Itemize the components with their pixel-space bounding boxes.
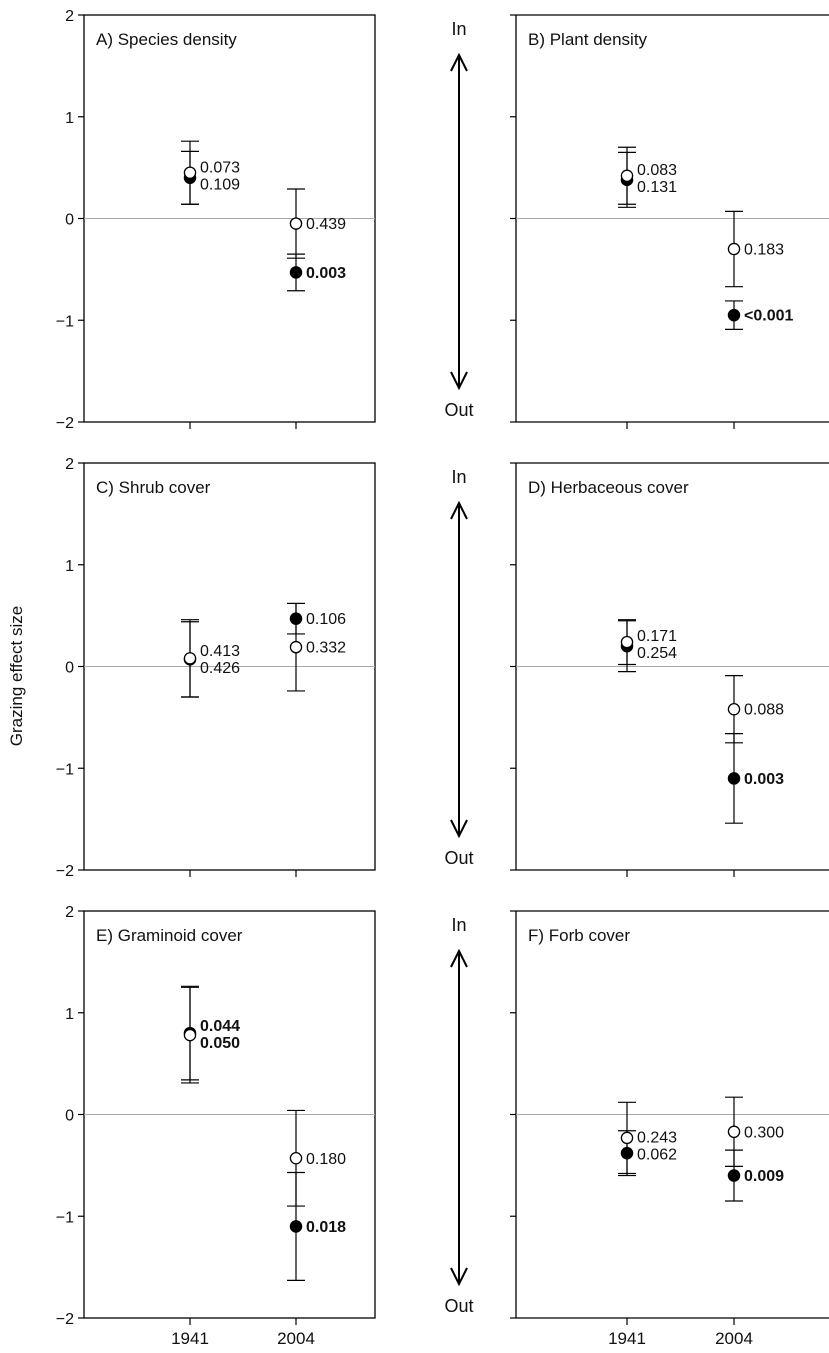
y-tick-label: −1 [56, 313, 74, 330]
arrow-label-in: In [451, 19, 466, 39]
y-tick-label: −1 [56, 761, 74, 778]
marker-open [289, 217, 303, 230]
marker-open [620, 169, 634, 183]
y-tick-label: −2 [56, 863, 74, 880]
p-value-label: 0.413 [200, 643, 240, 660]
marker-open [183, 652, 197, 665]
x-tick-labels: 1941 2004 1941 2004 [171, 1329, 753, 1348]
p-value-label: 0.003 [306, 265, 346, 282]
arrow-label-out: Out [444, 400, 473, 420]
panel-title: E) Graminoid cover [96, 926, 243, 945]
p-value-label: 0.439 [306, 216, 346, 233]
p-value-label: 0.131 [637, 179, 677, 196]
direction-arrows: In Out In Out In Out [444, 19, 473, 1316]
panel-title: F) Forb cover [528, 926, 630, 945]
arrow-head-down [450, 371, 468, 391]
panel-title: B) Plant density [528, 30, 648, 49]
arrow-1: In Out [444, 19, 473, 420]
p-value-label: 0.426 [200, 660, 240, 677]
p-value-label: 0.003 [744, 771, 784, 788]
p-value-label: 0.332 [306, 640, 346, 657]
arrow-label-in: In [451, 467, 466, 487]
x-tick-label: 2004 [277, 1329, 315, 1348]
p-value-label: 0.062 [637, 1147, 677, 1164]
y-tick-label: 2 [65, 904, 74, 921]
panel-title: C) Shrub cover [96, 478, 211, 497]
marker-open [727, 702, 741, 716]
y-tick-label: 0 [65, 660, 74, 677]
x-tick-label: 1941 [608, 1329, 646, 1348]
y-axis-label: Grazing effect size [7, 606, 26, 746]
marker-open [289, 1152, 303, 1165]
y-tick-label: 2 [65, 456, 74, 473]
marker-open [289, 640, 303, 654]
arrow-label-out: Out [444, 1296, 473, 1316]
arrow-head-up [450, 948, 468, 968]
panel-title: A) Species density [96, 30, 237, 49]
marker-open [183, 166, 197, 179]
x-tick-label: 2004 [715, 1329, 753, 1348]
marker-closed [289, 266, 303, 279]
marker-open [727, 1125, 741, 1139]
y-tick-label: 1 [65, 558, 74, 575]
marker-closed [727, 1169, 741, 1182]
panel-title: D) Herbaceous cover [528, 478, 689, 497]
y-tick-label: 1 [65, 1006, 74, 1023]
arrow-head-up [450, 52, 468, 72]
marker-open [620, 635, 634, 649]
p-value-label: 0.180 [306, 1151, 346, 1168]
y-tick-label: −2 [56, 1311, 74, 1328]
arrow-head-up [450, 500, 468, 520]
arrow-label-in: In [451, 915, 466, 935]
y-tick-label: −1 [56, 1209, 74, 1226]
arrow-2: In Out [444, 467, 473, 868]
marker-closed [289, 612, 303, 625]
arrow-3: In Out [444, 915, 473, 1316]
marker-open [183, 1028, 197, 1042]
marker-open [727, 242, 741, 256]
p-value-label: 0.243 [637, 1130, 677, 1147]
marker-closed [727, 308, 741, 322]
p-value-label: 0.300 [744, 1124, 784, 1141]
y-tick-label: 1 [65, 110, 74, 127]
arrow-label-out: Out [444, 848, 473, 868]
p-value-label: 0.109 [200, 176, 240, 193]
p-value-label: 0.254 [637, 645, 677, 662]
p-value-label: 0.083 [637, 162, 677, 179]
p-value-label: 0.044 [200, 1018, 240, 1035]
arrow-head-down [450, 819, 468, 839]
marker-open [620, 1131, 634, 1145]
arrow-head-down [450, 1267, 468, 1287]
p-value-label: <0.001 [744, 308, 793, 325]
y-tick-label: 2 [65, 8, 74, 25]
p-value-label: 0.171 [637, 628, 677, 645]
p-value-label: 0.009 [744, 1168, 784, 1185]
marker-closed [620, 1146, 634, 1160]
marker-closed [289, 1220, 303, 1233]
p-value-label: 0.050 [200, 1035, 240, 1052]
y-tick-label: −2 [56, 415, 74, 432]
y-tick-label: 0 [65, 212, 74, 229]
p-value-label: 0.106 [306, 611, 346, 628]
p-value-label: 0.088 [744, 702, 784, 719]
y-tick-label: 0 [65, 1108, 74, 1125]
p-value-label: 0.018 [306, 1219, 346, 1236]
p-value-label: 0.183 [744, 242, 784, 259]
p-value-label: 0.073 [200, 159, 240, 176]
x-tick-label: 1941 [171, 1329, 209, 1348]
marker-closed [727, 772, 741, 785]
